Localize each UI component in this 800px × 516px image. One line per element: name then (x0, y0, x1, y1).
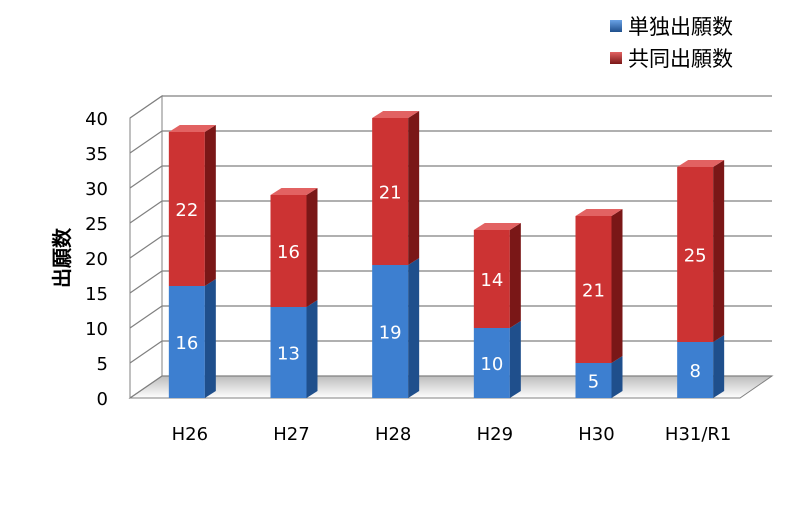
bar-side (509, 223, 521, 328)
bar-side (306, 300, 318, 398)
bar-H26-series-0: 16 (168, 279, 216, 398)
gridline (129, 200, 772, 224)
data-label: 14 (480, 270, 503, 291)
bar-side (306, 188, 318, 307)
bar-H31/R1-series-1: 25 (677, 160, 725, 342)
gridline (129, 375, 772, 399)
bar-side (408, 111, 420, 265)
bar-H28-series-1: 21 (372, 111, 420, 265)
y-tick-label: 35 (85, 144, 108, 165)
bar-side (713, 335, 725, 398)
x-tick-label: H26 (172, 424, 208, 445)
data-label: 13 (277, 344, 300, 365)
data-label: 16 (175, 333, 198, 354)
bar-H30-series-0: 5 (575, 356, 623, 398)
x-tick-label: H27 (273, 424, 309, 445)
y-axis-label: 出願数 (50, 227, 74, 288)
bar-side (611, 356, 623, 398)
chart-floor (128, 375, 774, 399)
bar-front (168, 286, 205, 398)
y-axis-ticks: 0 5 10 15 20 25 30 35 40 (85, 109, 108, 410)
bar-front (168, 132, 205, 286)
x-axis-ticks: H26 H27 H28 H29 H30 H31/R1 (172, 424, 732, 445)
y-tick-label: 5 (97, 354, 108, 375)
bar-front (270, 307, 307, 398)
bar-front (677, 167, 714, 342)
bar-side (713, 160, 725, 342)
y-tick-label: 40 (85, 109, 108, 130)
y-tick-label: 30 (85, 179, 108, 200)
legend-swatch-single (610, 20, 622, 32)
x-tick-label: H30 (578, 424, 614, 445)
bar-H30-series-1: 21 (575, 209, 623, 363)
bar-front (270, 195, 307, 307)
bar-front (575, 363, 612, 398)
y-tick-label: 25 (85, 214, 108, 235)
x-tick-label: H31/R1 (665, 424, 731, 445)
data-label: 25 (684, 246, 707, 267)
bar-side (611, 209, 623, 363)
bar-top (677, 160, 725, 167)
gridline (129, 340, 772, 364)
legend-item-joint: 共同出願数 (610, 42, 733, 74)
legend: 単独出願数 共同出願数 (610, 10, 733, 74)
data-label: 19 (379, 323, 402, 344)
legend-item-single: 単独出願数 (610, 10, 733, 42)
bar-top (575, 209, 623, 216)
bar-H29-series-1: 14 (473, 223, 521, 328)
data-label: 21 (379, 183, 402, 204)
legend-label-joint: 共同出願数 (628, 47, 733, 71)
chart-walls (128, 95, 774, 399)
bar-top (270, 188, 318, 195)
bar-front (372, 265, 409, 398)
legend-label-single: 単独出願数 (628, 15, 733, 39)
bar-front (677, 342, 714, 398)
data-label: 16 (277, 242, 300, 263)
y-tick-label: 20 (85, 249, 108, 270)
bar-H27-series-0: 13 (270, 300, 318, 398)
gridline (129, 130, 772, 154)
gridline (129, 270, 772, 294)
legend-swatch-joint (610, 52, 622, 64)
gridline (129, 165, 772, 189)
bar-front (372, 118, 409, 265)
bar-top (168, 125, 216, 132)
y-tick-label: 10 (85, 319, 108, 340)
bar-H31/R1-series-0: 8 (677, 335, 725, 398)
data-label: 5 (588, 372, 599, 393)
bar-side (408, 258, 420, 398)
data-label: 22 (175, 200, 198, 221)
data-label: 8 (689, 361, 700, 382)
bar-side (204, 279, 216, 398)
gridline (129, 305, 772, 329)
gridline (129, 235, 772, 259)
x-tick-label: H29 (477, 424, 513, 445)
bar-H29-series-0: 10 (473, 321, 521, 398)
data-label: 21 (582, 281, 605, 302)
gridline (129, 95, 772, 119)
bar-front (575, 216, 612, 363)
bar-top (372, 111, 420, 118)
data-label: 10 (480, 354, 503, 375)
bar-side (204, 125, 216, 286)
y-tick-label: 0 (97, 389, 108, 410)
gridlines (129, 95, 772, 399)
bar-side (509, 321, 521, 398)
bar-front (473, 230, 510, 328)
bar-H28-series-0: 19 (372, 258, 420, 398)
bars: 16 22 13 16 19 21 10 14 5 21 8 25 (168, 111, 725, 398)
bar-front (473, 328, 510, 398)
bar-H26-series-1: 22 (168, 125, 216, 286)
bar-top (473, 223, 521, 230)
bar-H27-series-1: 16 (270, 188, 318, 307)
y-tick-label: 15 (85, 284, 108, 305)
x-tick-label: H28 (375, 424, 411, 445)
